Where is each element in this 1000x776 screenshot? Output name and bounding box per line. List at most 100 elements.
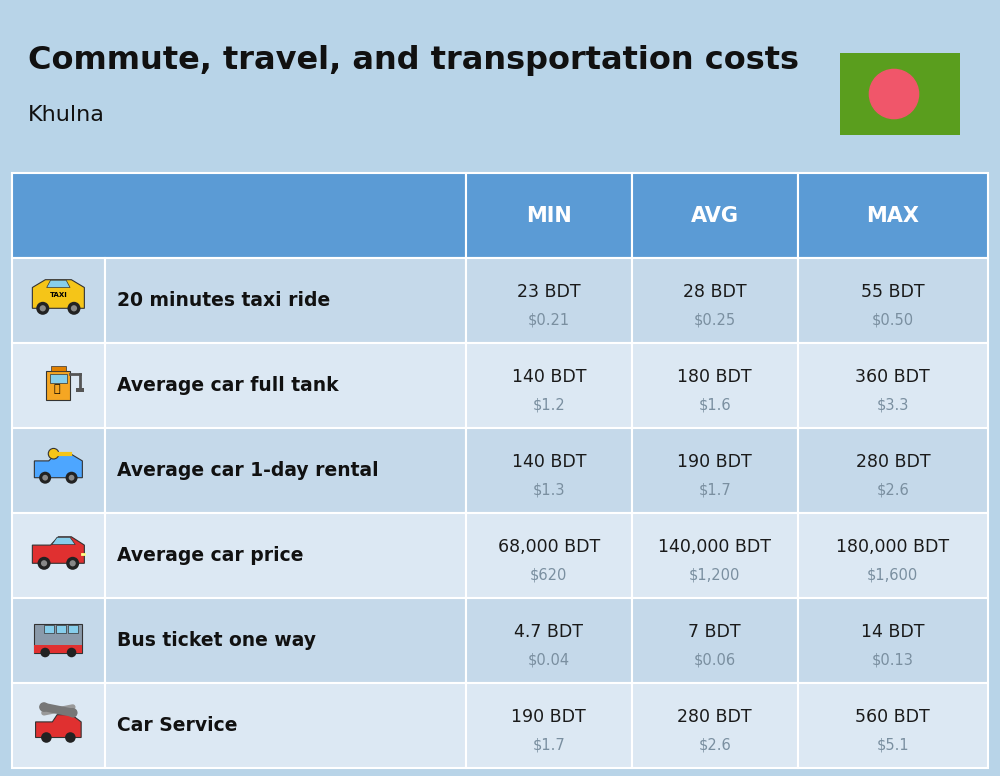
Bar <box>632 683 798 768</box>
Circle shape <box>38 557 51 570</box>
Polygon shape <box>47 280 70 287</box>
Circle shape <box>67 648 76 657</box>
Bar <box>632 258 798 343</box>
Text: 55 BDT: 55 BDT <box>861 283 925 301</box>
Text: $0.25: $0.25 <box>694 313 736 327</box>
Bar <box>105 598 466 683</box>
Bar <box>798 428 988 513</box>
Text: MAX: MAX <box>866 206 919 226</box>
Bar <box>12 513 105 598</box>
Text: $1,600: $1,600 <box>867 567 918 583</box>
Bar <box>632 598 798 683</box>
Text: $5.1: $5.1 <box>877 737 909 753</box>
Bar <box>798 598 988 683</box>
Text: 4.7 BDT: 4.7 BDT <box>514 623 583 641</box>
Bar <box>632 173 798 258</box>
Circle shape <box>65 733 76 743</box>
Polygon shape <box>32 279 84 308</box>
Text: 280 BDT: 280 BDT <box>677 708 752 726</box>
Bar <box>12 683 105 768</box>
Text: $1.6: $1.6 <box>698 397 731 413</box>
Text: Khulna: Khulna <box>28 105 105 125</box>
Bar <box>105 343 466 428</box>
Text: $0.21: $0.21 <box>528 313 570 327</box>
Text: 14 BDT: 14 BDT <box>861 623 925 641</box>
Bar <box>798 513 988 598</box>
Polygon shape <box>34 454 82 478</box>
Circle shape <box>869 69 919 119</box>
Text: $2.6: $2.6 <box>698 737 731 753</box>
Text: Commute, travel, and transportation costs: Commute, travel, and transportation cost… <box>28 45 799 76</box>
Text: $1.7: $1.7 <box>532 737 565 753</box>
Bar <box>51 366 66 371</box>
Circle shape <box>41 560 47 566</box>
Bar <box>0 0 1000 165</box>
Text: $3.3: $3.3 <box>877 397 909 413</box>
Bar <box>68 625 78 633</box>
Circle shape <box>36 302 49 315</box>
Text: AVG: AVG <box>691 206 739 226</box>
Text: $1.3: $1.3 <box>533 483 565 497</box>
Text: MIN: MIN <box>526 206 572 226</box>
Bar <box>798 683 988 768</box>
Bar <box>105 428 466 513</box>
Circle shape <box>39 472 51 483</box>
Bar <box>632 513 798 598</box>
Text: Bus ticket one way: Bus ticket one way <box>117 631 316 650</box>
Text: $1,200: $1,200 <box>689 567 740 583</box>
Bar <box>840 53 960 135</box>
Bar <box>466 683 632 768</box>
Text: 180,000 BDT: 180,000 BDT <box>836 538 949 556</box>
Text: Average car full tank: Average car full tank <box>117 376 338 395</box>
Bar <box>466 343 632 428</box>
Bar <box>56 625 66 633</box>
Text: 💧: 💧 <box>54 384 60 394</box>
Bar <box>12 173 466 258</box>
Text: 7 BDT: 7 BDT <box>688 623 741 641</box>
Bar <box>466 173 632 258</box>
Text: TAXI: TAXI <box>49 292 67 298</box>
Text: $2.6: $2.6 <box>876 483 909 497</box>
Bar <box>76 388 84 392</box>
Circle shape <box>39 702 49 712</box>
Circle shape <box>69 475 74 480</box>
Circle shape <box>70 560 76 566</box>
Text: 360 BDT: 360 BDT <box>855 368 930 386</box>
Bar <box>798 173 988 258</box>
Bar <box>466 598 632 683</box>
Text: 140 BDT: 140 BDT <box>512 453 586 471</box>
Text: 180 BDT: 180 BDT <box>677 368 752 386</box>
Bar <box>12 258 105 343</box>
Text: Average car price: Average car price <box>117 546 303 565</box>
Bar <box>466 428 632 513</box>
Circle shape <box>42 475 48 480</box>
Bar <box>466 258 632 343</box>
Bar <box>50 373 67 383</box>
Bar <box>632 343 798 428</box>
Polygon shape <box>52 537 75 545</box>
Text: 28 BDT: 28 BDT <box>683 283 747 301</box>
Text: $0.06: $0.06 <box>694 653 736 667</box>
Text: Car Service: Car Service <box>117 716 237 735</box>
Text: $0.04: $0.04 <box>528 653 570 667</box>
Bar <box>798 258 988 343</box>
Circle shape <box>66 472 78 483</box>
Bar <box>798 343 988 428</box>
Bar <box>632 428 798 513</box>
Circle shape <box>67 302 80 315</box>
Bar <box>34 646 82 653</box>
Bar <box>12 428 105 513</box>
Circle shape <box>68 708 78 718</box>
Text: $1.7: $1.7 <box>698 483 731 497</box>
Circle shape <box>40 305 46 311</box>
Text: 280 BDT: 280 BDT <box>856 453 930 471</box>
Text: 20 minutes taxi ride: 20 minutes taxi ride <box>117 291 330 310</box>
Bar <box>105 683 466 768</box>
Bar <box>46 371 70 400</box>
Text: 140 BDT: 140 BDT <box>512 368 586 386</box>
Text: Average car 1-day rental: Average car 1-day rental <box>117 461 378 480</box>
Bar <box>105 513 466 598</box>
Bar <box>12 343 105 428</box>
Bar <box>34 624 82 653</box>
Bar <box>12 598 105 683</box>
